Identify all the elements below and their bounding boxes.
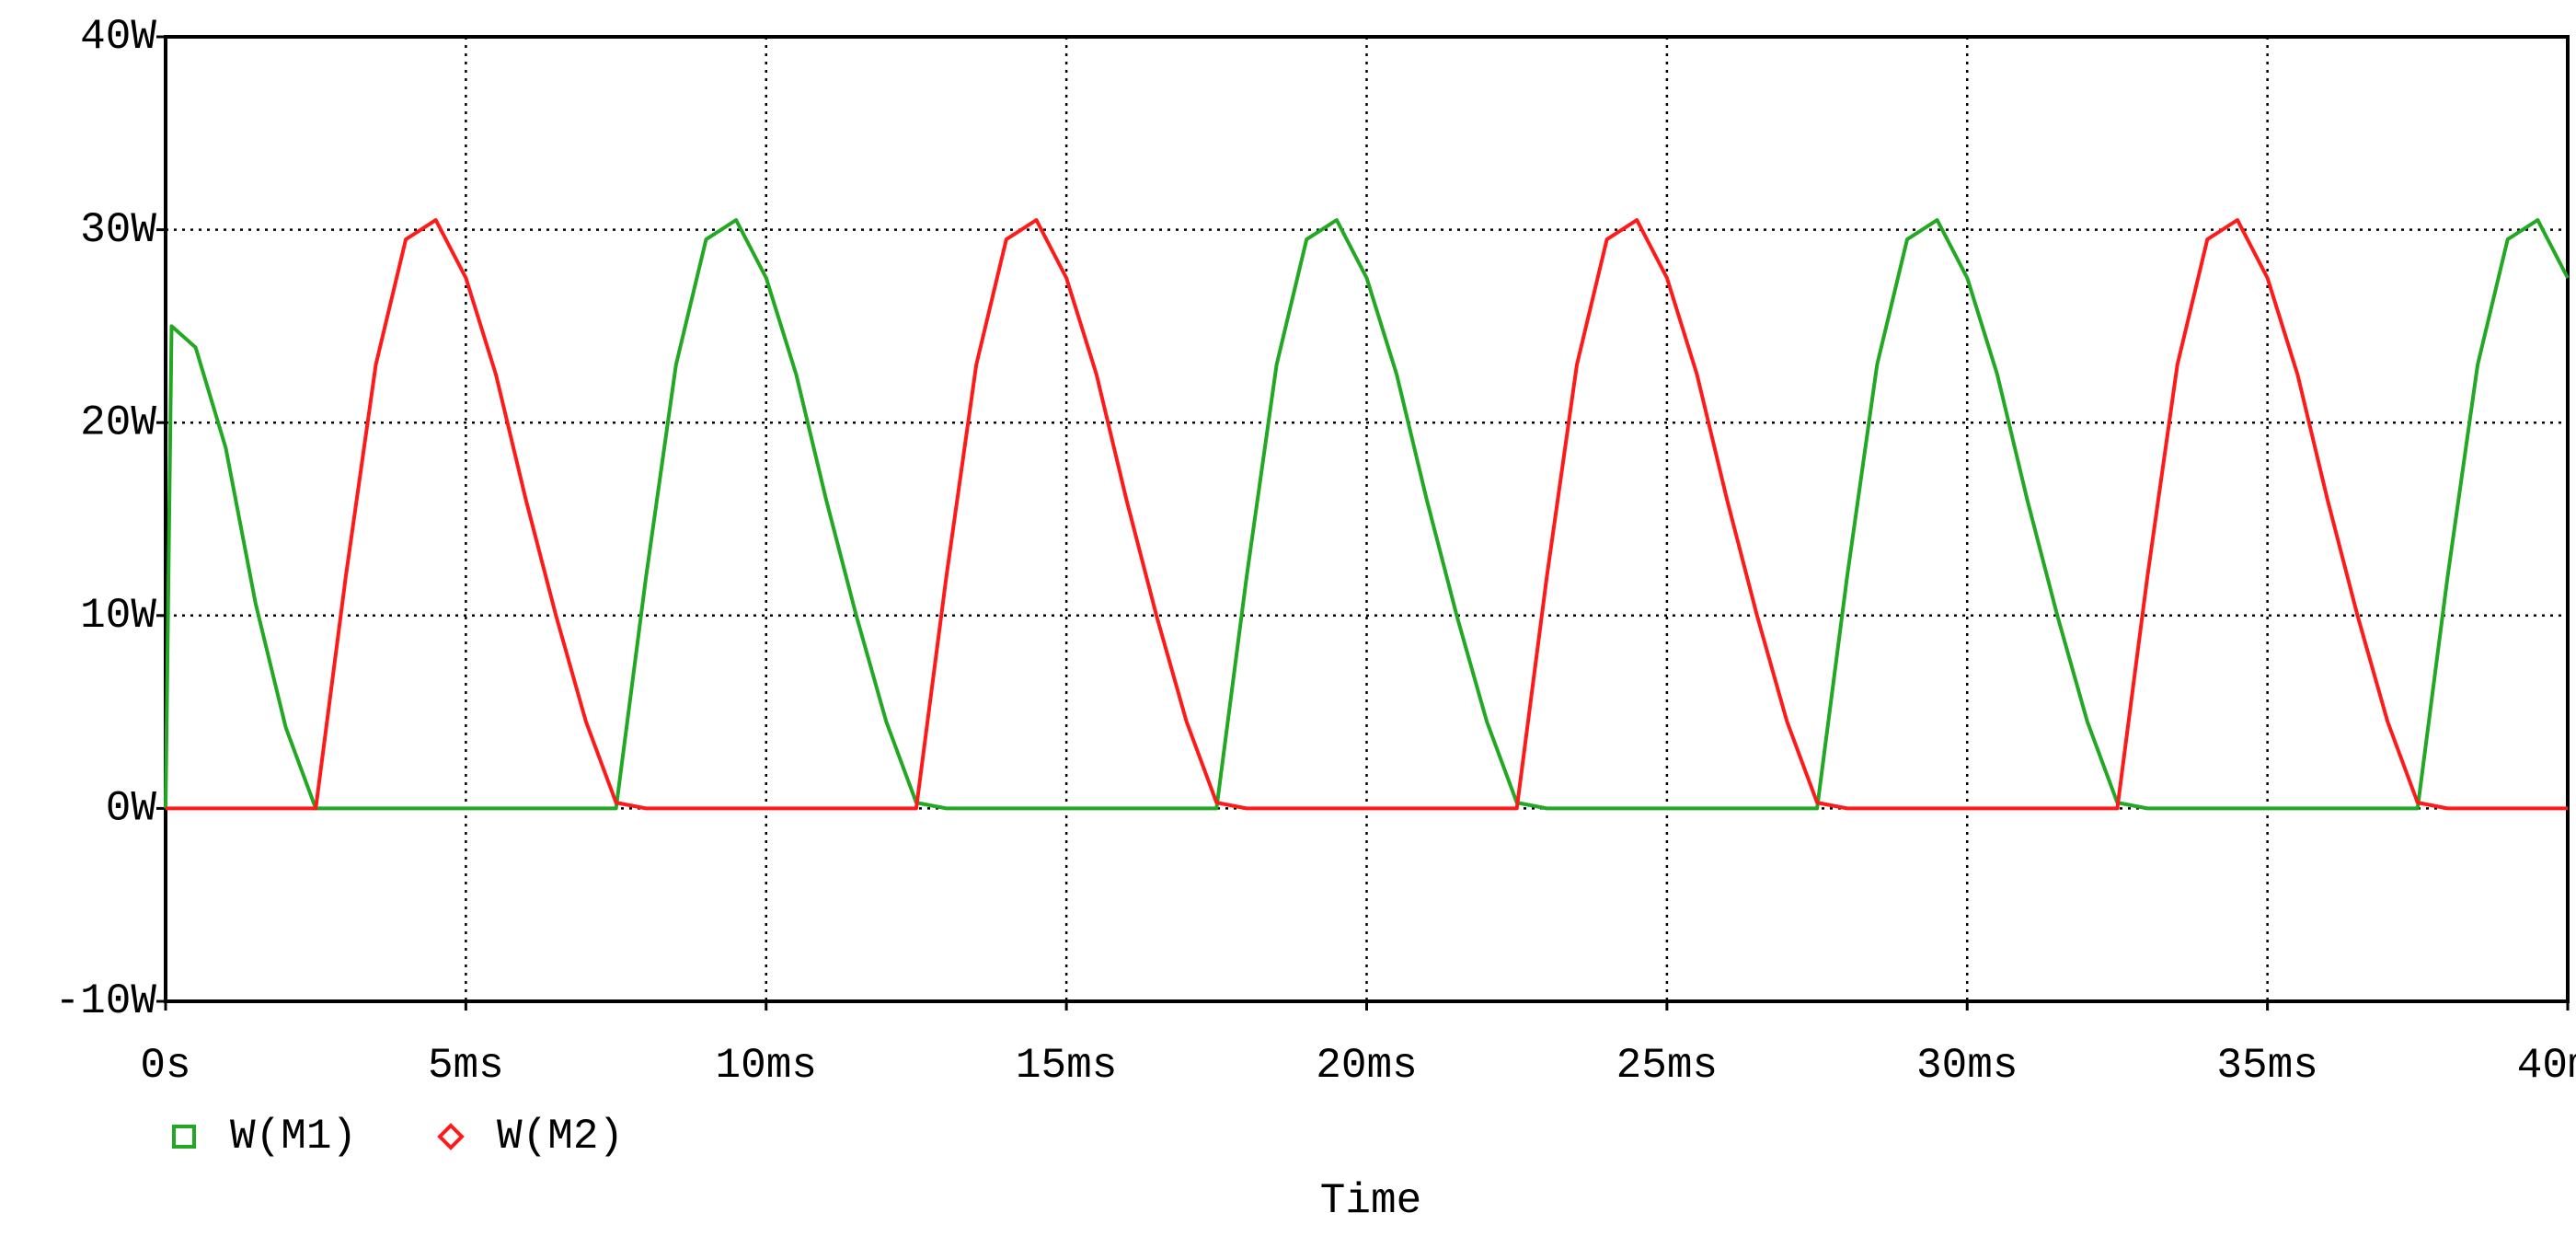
x-tick-label: 10ms (716, 1042, 817, 1090)
x-tick-label: 0s (140, 1042, 190, 1090)
x-tick-label: 20ms (1316, 1042, 1417, 1090)
x-tick-label: 5ms (428, 1042, 504, 1090)
y-tick-label: 0W (106, 785, 157, 833)
x-tick-label: 30ms (1916, 1042, 2018, 1090)
y-tick-label: 40W (80, 13, 156, 61)
data-line (164, 218, 2570, 811)
legend-label: W(M2) (497, 1113, 624, 1161)
y-tick-label: 20W (80, 399, 156, 446)
data-line (166, 218, 2568, 811)
plot-frame (164, 35, 2570, 1003)
x-tick-label: 40ms (2517, 1042, 2576, 1090)
x-tick-label: 25ms (1616, 1042, 1718, 1090)
y-tick-label: -10W (55, 977, 157, 1025)
x-axis-label: Time (1320, 1177, 1421, 1225)
legend-label: W(M1) (230, 1113, 357, 1161)
y-tick-label: 10W (80, 592, 156, 640)
legend-marker (172, 1125, 196, 1149)
y-tick-label: 30W (80, 206, 156, 254)
x-tick-label: 35ms (2216, 1042, 2317, 1090)
legend-marker (437, 1123, 465, 1150)
x-tick-label: 15ms (1016, 1042, 1117, 1090)
